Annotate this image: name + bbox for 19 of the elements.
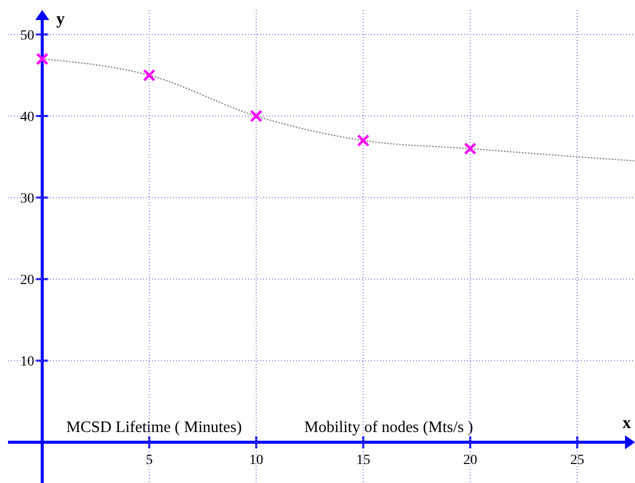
y-tick-label: 50 [20,28,34,44]
point [464,142,476,155]
x-tick-label: 5 [146,453,153,468]
point [250,110,262,122]
point [36,52,48,66]
y-tick-label: 10 [20,354,34,370]
x-axis-title: Mobility of nodes (Mts/s ) [304,419,474,436]
x-tick-label: 20 [463,453,478,468]
point [142,68,156,82]
y-tick-label: 30 [20,192,34,207]
point [356,134,370,147]
y-tick-label: 40 [20,110,34,126]
y-tick-label: 20 [20,273,34,288]
y-axis-title: MCSD Lifetime ( Minutes) [66,419,242,436]
x-tick-label: 15 [356,453,370,468]
x-tick-label: 25 [570,453,584,468]
annotation: y [56,9,66,28]
annotation: x [622,413,632,432]
x-tick-label: 10 [249,453,264,468]
